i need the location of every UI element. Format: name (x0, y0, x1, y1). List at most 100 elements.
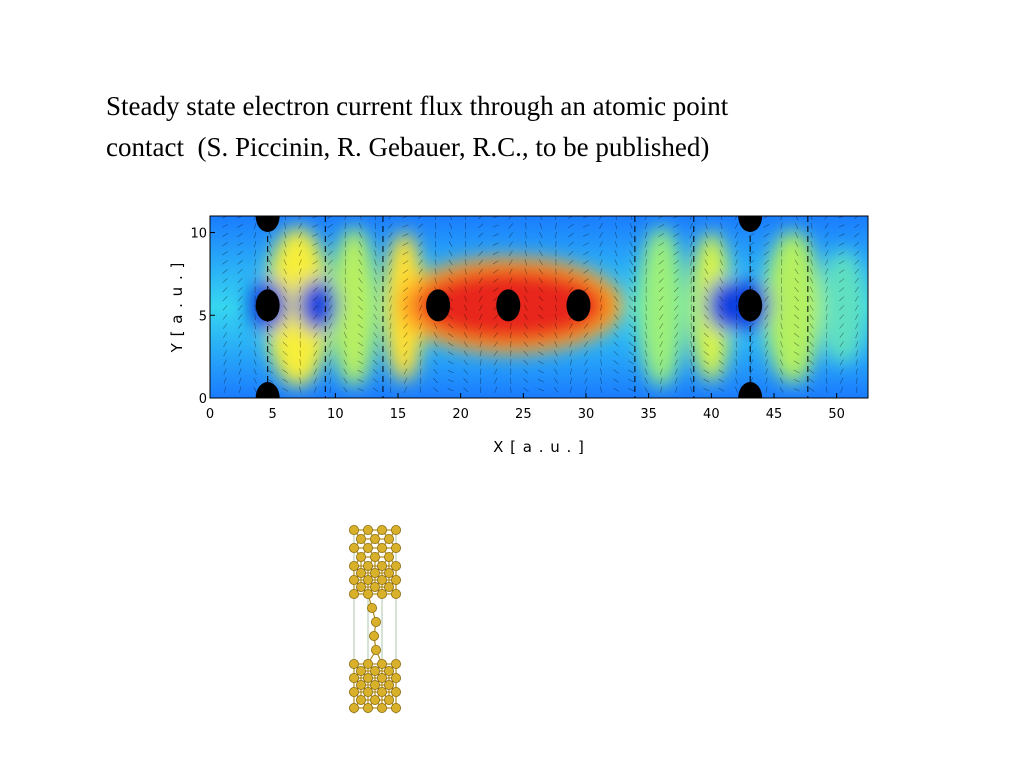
flux-vector (524, 250, 527, 257)
flux-vector (704, 250, 708, 257)
flux-vector (284, 222, 287, 230)
atom-marker (255, 289, 280, 322)
flux-vector (479, 350, 482, 357)
gold-atom (362, 542, 373, 553)
flux-vector (780, 331, 783, 339)
flux-vector (523, 350, 529, 356)
flux-vector (222, 242, 228, 247)
flux-vector (825, 313, 828, 321)
flux-vector (450, 216, 453, 220)
flux-vector (237, 287, 243, 293)
flux-vector (703, 388, 710, 392)
flux-vector (673, 296, 679, 302)
flux-vector (764, 286, 769, 293)
flux-vector (299, 359, 301, 366)
flux-vector (222, 269, 228, 274)
y-axis-title: Y [ a . u . ] (168, 262, 186, 354)
flux-vector (583, 323, 589, 329)
gold-atom (370, 552, 381, 563)
flux-vector (299, 368, 302, 375)
flux-vector (599, 241, 603, 248)
flux-vector (523, 369, 529, 374)
flux-vector (645, 268, 647, 275)
flux-vector (719, 314, 724, 320)
x-tick-label: 10 (327, 407, 344, 422)
flux-vector (478, 241, 484, 247)
flux-vector (237, 269, 243, 274)
flux-vector (645, 341, 648, 348)
flux-vector (494, 386, 498, 393)
flux-vector (357, 351, 364, 356)
flux-vector (599, 216, 602, 220)
flux-vector (344, 277, 346, 284)
flux-vector (223, 377, 227, 384)
flux-vector (748, 260, 755, 265)
flux-vector (283, 250, 287, 257)
flux-vector (328, 313, 333, 320)
flux-vector (674, 341, 679, 348)
field-blob-7 (765, 230, 821, 384)
flux-vector (479, 313, 483, 320)
flux-vector (253, 386, 257, 393)
flux-vector (779, 359, 784, 366)
flux-vector (238, 332, 242, 339)
flux-vector (645, 231, 648, 239)
flux-vector (809, 304, 814, 311)
flux-vector (855, 332, 859, 339)
flux-vector (644, 216, 647, 220)
flux-vector (735, 368, 738, 375)
flux-vector (825, 377, 828, 384)
flux-vector (448, 277, 453, 284)
flux-vector (419, 331, 422, 339)
flux-vector (524, 286, 528, 293)
flux-vector (748, 251, 755, 256)
flux-vector (372, 378, 379, 383)
flux-vector (659, 368, 663, 375)
flux-vector (568, 277, 574, 284)
flux-vector (538, 314, 544, 320)
flux-vector (282, 378, 289, 383)
flux-vector (283, 295, 288, 302)
flux-vector (673, 251, 680, 256)
gold-atom (391, 575, 402, 586)
flux-vector (614, 277, 618, 284)
x-tick-label: 25 (515, 407, 532, 422)
flux-vector (463, 368, 468, 375)
flux-vector (645, 259, 647, 266)
flux-vector (599, 386, 603, 393)
flux-vector (673, 242, 680, 247)
flux-vector (554, 332, 558, 339)
flux-vector (838, 278, 845, 283)
flux-vector (328, 295, 333, 302)
flux-vector (613, 332, 619, 338)
flux-vector (479, 331, 482, 339)
flux-vector (524, 295, 528, 302)
gold-atom (384, 552, 395, 563)
flux-vector (267, 369, 274, 374)
field-blob-5 (638, 227, 684, 387)
flux-vector (222, 323, 228, 329)
flux-vector (448, 314, 454, 320)
flux-vector (599, 259, 603, 266)
flux-vector (780, 231, 783, 239)
flux-vector (419, 313, 423, 320)
flux-vector (568, 259, 574, 265)
flux-vector (780, 295, 783, 302)
flux-vector (645, 240, 648, 248)
gold-atom (391, 686, 402, 697)
flux-vector (403, 341, 408, 348)
flux-vector (237, 242, 243, 247)
flux-vector (447, 360, 454, 365)
flux-vector (417, 223, 424, 229)
flux-vector (628, 351, 634, 356)
gold-atom (367, 603, 378, 614)
flux-vector (719, 241, 723, 248)
flux-vector (569, 350, 573, 357)
flux-vector (254, 322, 256, 330)
flux-vector (840, 377, 844, 384)
flux-vector (613, 314, 619, 320)
flux-vector (238, 377, 242, 384)
flux-vector (464, 277, 467, 284)
flux-vector (809, 360, 815, 365)
flux-vector (763, 216, 769, 219)
